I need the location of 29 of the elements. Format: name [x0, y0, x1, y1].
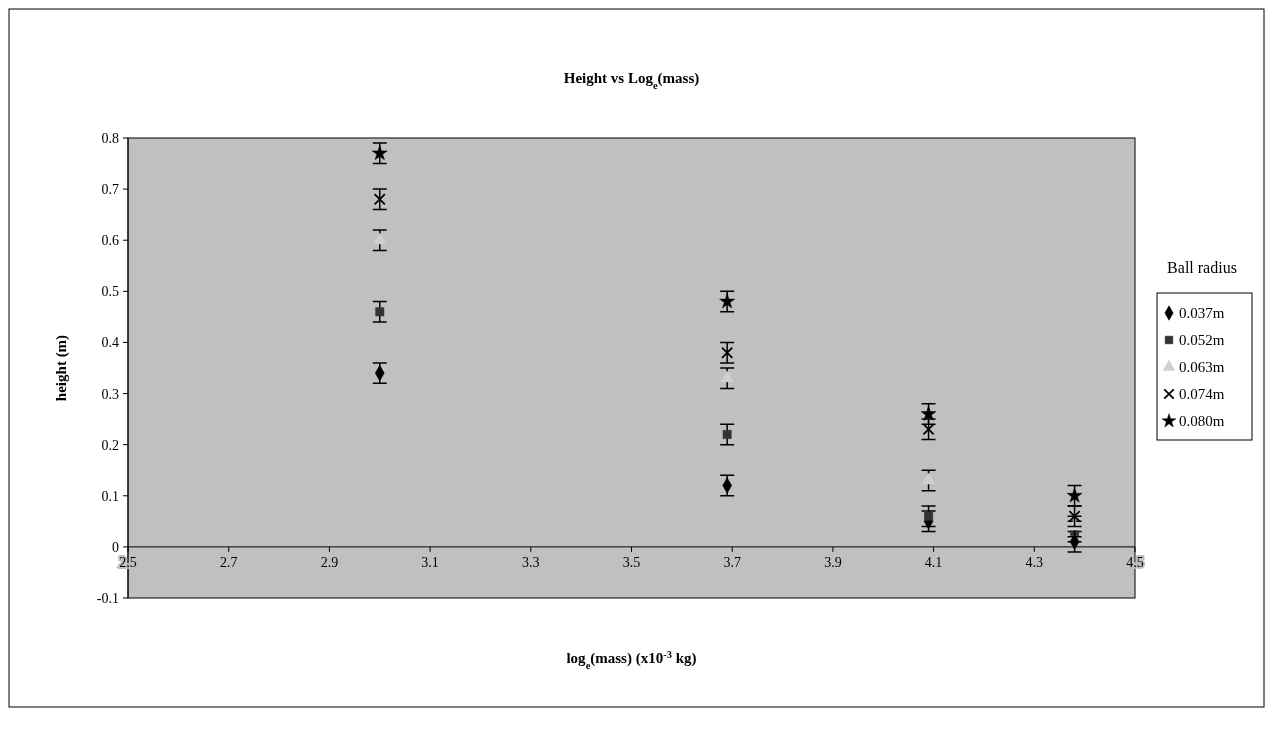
legend-label: 0.052m — [1179, 332, 1225, 348]
x-tick-label: 3.5 — [622, 554, 641, 570]
x-tick-label: 4.1 — [924, 554, 943, 570]
x-tick-label: 4.5 — [1126, 554, 1144, 570]
x-tick-label: 3.1 — [421, 554, 439, 570]
y-tick-label: 0.4 — [101, 335, 119, 351]
y-tick-label: 0.1 — [101, 488, 119, 504]
y-tick-label: 0.6 — [101, 233, 119, 249]
y-tick-label: 0.5 — [101, 284, 119, 300]
legend-label: 0.037m — [1179, 305, 1225, 321]
chart-title: Height vs Log$_{e}$(mass) — [563, 70, 700, 91]
y-tick-label: 0.7 — [101, 182, 119, 198]
legend-label: 0.063m — [1179, 359, 1225, 375]
legend-title: Ball radius — [1167, 259, 1237, 276]
y-tick-label: 0.8 — [101, 131, 119, 146]
x-axis-title: log$_{e}$(mass) (x10$^{-3}$ kg) — [566, 648, 697, 671]
legend-label: 0.074m — [1179, 386, 1225, 402]
x-tick-label: 2.9 — [320, 554, 339, 570]
legend-label: 0.080m — [1179, 413, 1225, 429]
y-tick-label: -0.1 — [96, 591, 119, 606]
x-tick-label: 3.7 — [723, 554, 741, 570]
y-tick-label: 0.3 — [101, 386, 119, 402]
y-tick-label: 0.2 — [101, 437, 119, 453]
y-tick-label: 0 — [112, 539, 119, 555]
x-tick-label: 3.3 — [522, 554, 540, 570]
x-tick-label: 3.9 — [824, 554, 842, 570]
y-axis-title: height (m) — [53, 334, 70, 402]
x-tick-label: 4.3 — [1025, 554, 1044, 570]
x-tick-label: 2.7 — [219, 554, 238, 570]
